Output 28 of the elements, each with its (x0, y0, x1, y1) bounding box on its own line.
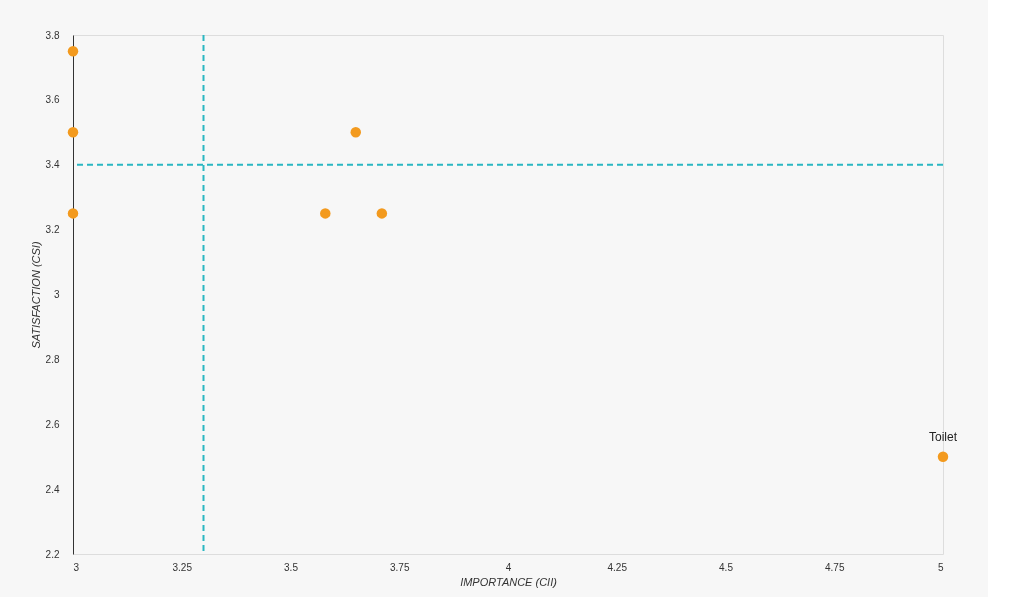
y-tick-label: 3.6 (45, 94, 60, 106)
x-tick-label: 5 (937, 561, 944, 573)
y-axis-title: SATISFACTION (CSI) (29, 241, 42, 349)
x-tick-label: 4.75 (825, 561, 845, 573)
y-tick-label: 3.2 (45, 224, 60, 236)
y-tick-label: 2.8 (45, 353, 60, 365)
annotation: Toilet (928, 429, 958, 444)
x-tick-label: 3.5 (284, 561, 299, 573)
x-tick-label: 4 (505, 561, 512, 573)
point (67, 127, 79, 138)
x-tick-label: 4.5 (719, 561, 734, 573)
point (67, 45, 79, 57)
x-axis-title: IMPORTANCE (CII) (460, 575, 558, 588)
point (376, 208, 388, 219)
point (320, 208, 331, 219)
y-tick-label: 3.4 (45, 159, 60, 171)
x-tick-label: 3.75 (390, 561, 410, 573)
y-tick-label: 3 (53, 289, 60, 300)
point (67, 208, 79, 219)
y-tick-label: 2.4 (45, 483, 60, 495)
y-tick-label: 3.8 (45, 29, 60, 41)
x-tick-label: 3 (73, 561, 80, 573)
x-tick-label: 4.25 (607, 561, 628, 573)
x-tick-label: 3.25 (172, 561, 193, 573)
y-tick-label: 2.2 (45, 548, 60, 560)
point (350, 127, 361, 138)
y-tick-label: 2.6 (45, 418, 60, 430)
point (937, 451, 949, 462)
